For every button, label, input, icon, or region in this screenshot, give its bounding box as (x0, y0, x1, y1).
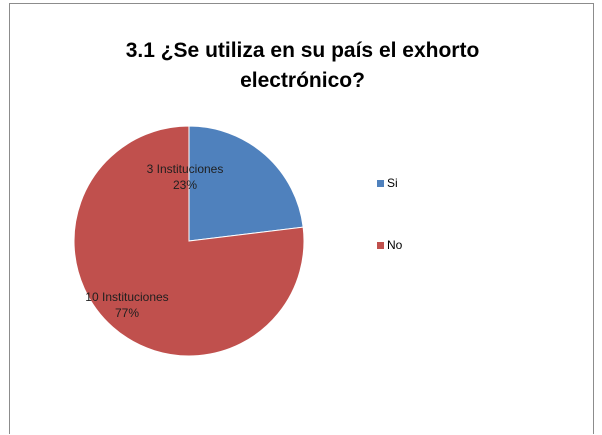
data-label-percent-si: 23% (173, 178, 197, 192)
legend: Si No (377, 176, 403, 252)
legend-label-si: Si (387, 176, 398, 190)
chart-area: 3.1 ¿Se utiliza en su país el exhorto el… (9, 3, 594, 434)
pie-slice-si (188, 125, 304, 242)
pie-slice-no (73, 125, 305, 357)
chart-title-line-1: 3.1 ¿Se utiliza en su país el exhorto (125, 39, 480, 62)
data-label-count-no: 10 Instituciones (85, 290, 168, 304)
chart-title: 3.1 ¿Se utiliza en su país el exhorto el… (10, 36, 595, 96)
legend-label-no: No (387, 238, 403, 252)
data-label-percent-no: 77% (115, 306, 139, 320)
legend-swatch-no (377, 242, 384, 249)
chart-title-line-2: electrónico? (240, 69, 365, 92)
legend-swatch-si (377, 180, 384, 187)
data-label-count-si: 3 Instituciones (147, 162, 224, 176)
pie-chart: 3 Instituciones 23% 10 Instituciones 77% Si N… (73, 125, 403, 357)
